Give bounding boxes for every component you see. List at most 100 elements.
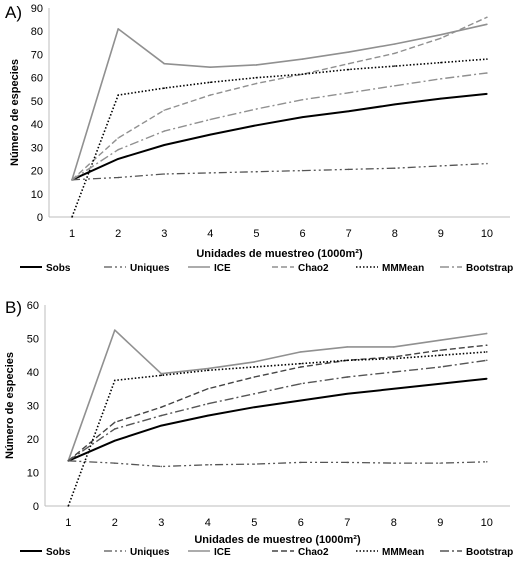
data-point-bootstrap bbox=[255, 108, 258, 110]
data-point-mmmean bbox=[163, 87, 166, 89]
data-point-chao2 bbox=[393, 52, 396, 55]
data-point-ice bbox=[439, 339, 442, 341]
legend-label-bootstrap: Bootstrap bbox=[466, 547, 513, 558]
legend-label-sobs: Sobs bbox=[46, 263, 71, 274]
data-point-sobs bbox=[255, 124, 258, 127]
y-axis-title: Número de especies bbox=[4, 352, 16, 459]
legend-label-sobs: Sobs bbox=[46, 547, 71, 558]
x-tick-label: 9 bbox=[438, 228, 444, 240]
data-point-mmmean bbox=[206, 369, 209, 372]
data-point-mmmean bbox=[485, 351, 488, 353]
x-axis-title: Unidades de muestreo (1000m²) bbox=[194, 534, 361, 546]
data-point-ice bbox=[346, 346, 349, 348]
data-point-uniques bbox=[440, 165, 442, 167]
data-point-ice bbox=[440, 33, 442, 36]
data-point-ice bbox=[209, 66, 212, 69]
x-tick-label: 8 bbox=[392, 228, 398, 240]
data-point-bootstrap bbox=[160, 414, 163, 417]
data-point-uniques bbox=[163, 173, 166, 175]
series-line-uniques bbox=[68, 460, 487, 468]
data-point-ice bbox=[393, 43, 396, 45]
data-point-bootstrap bbox=[393, 84, 396, 87]
data-point-mmmean bbox=[486, 58, 488, 60]
data-point-ice bbox=[117, 28, 119, 30]
legend-label-uniques: Uniques bbox=[130, 547, 170, 558]
legend-label-mmmean: MMMean bbox=[382, 263, 424, 274]
data-point-mmmean bbox=[299, 362, 302, 365]
data-point-uniques bbox=[486, 162, 488, 165]
data-point-mmmean bbox=[392, 357, 395, 360]
data-point-ice bbox=[299, 351, 302, 353]
panel-label: A) bbox=[5, 3, 22, 22]
data-point-chao2 bbox=[163, 109, 166, 111]
y-tick-label: 50 bbox=[27, 334, 39, 346]
data-point-mmmean bbox=[346, 359, 349, 362]
y-tick-label: 90 bbox=[31, 3, 43, 15]
data-point-uniques bbox=[209, 172, 212, 174]
data-point-uniques bbox=[392, 462, 395, 464]
panel-label: B) bbox=[5, 298, 22, 317]
data-point-mmmean bbox=[117, 94, 119, 96]
series-line-ice bbox=[67, 329, 487, 462]
data-point-bootstrap bbox=[206, 403, 209, 405]
data-point-ice bbox=[163, 62, 166, 65]
series-line-bootstrap bbox=[67, 359, 487, 462]
series-line-mmmean bbox=[71, 58, 487, 218]
data-point-ice bbox=[253, 361, 256, 363]
y-tick-label: 60 bbox=[27, 300, 39, 312]
data-point-mmmean bbox=[393, 65, 396, 67]
x-tick-label: 4 bbox=[205, 517, 211, 529]
data-point-sobs bbox=[393, 103, 396, 106]
y-tick-label: 20 bbox=[27, 434, 39, 446]
data-point-uniques bbox=[253, 463, 256, 465]
data-point-chao2 bbox=[117, 137, 119, 139]
data-point-chao2 bbox=[299, 366, 302, 368]
y-tick-label: 0 bbox=[37, 212, 43, 224]
data-point-chao2 bbox=[255, 82, 258, 85]
legend-label-uniques: Uniques bbox=[130, 263, 170, 274]
y-tick-label: 50 bbox=[31, 96, 43, 108]
data-point-sobs bbox=[347, 110, 350, 113]
data-point-chao2 bbox=[113, 421, 116, 424]
x-tick-label: 6 bbox=[299, 228, 305, 240]
data-point-sobs bbox=[117, 158, 119, 160]
series-line-sobs bbox=[67, 377, 487, 462]
data-point-mmmean bbox=[347, 68, 350, 71]
data-point-bootstrap bbox=[71, 179, 73, 181]
data-point-uniques bbox=[113, 462, 116, 464]
data-point-sobs bbox=[346, 392, 349, 395]
x-tick-label: 10 bbox=[481, 517, 493, 529]
data-point-mmmean bbox=[71, 216, 73, 218]
data-point-uniques bbox=[206, 463, 209, 466]
data-point-chao2 bbox=[486, 16, 488, 19]
data-point-uniques bbox=[346, 461, 349, 464]
data-point-sobs bbox=[113, 439, 116, 442]
x-tick-label: 10 bbox=[481, 228, 493, 240]
data-point-bootstrap bbox=[486, 72, 488, 74]
y-tick-label: 20 bbox=[31, 166, 43, 178]
data-point-chao2 bbox=[209, 94, 212, 96]
y-axis-title: Número de especies bbox=[9, 59, 21, 166]
data-point-uniques bbox=[485, 460, 488, 463]
data-point-uniques bbox=[255, 170, 258, 173]
data-point-sobs bbox=[253, 406, 256, 408]
data-point-mmmean bbox=[113, 379, 116, 382]
x-tick-label: 2 bbox=[115, 228, 121, 240]
data-point-chao2 bbox=[160, 406, 163, 408]
data-point-bootstrap bbox=[301, 98, 304, 101]
data-point-sobs bbox=[160, 424, 163, 427]
legend-label-ice: ICE bbox=[214, 547, 231, 558]
data-point-chao2 bbox=[347, 62, 350, 65]
data-point-mmmean bbox=[301, 73, 304, 75]
data-point-uniques bbox=[393, 167, 396, 170]
data-point-uniques bbox=[301, 169, 304, 172]
data-point-mmmean bbox=[67, 505, 70, 507]
data-point-sobs bbox=[299, 399, 302, 402]
x-tick-label: 9 bbox=[437, 517, 443, 529]
x-tick-label: 5 bbox=[251, 517, 257, 529]
data-point-uniques bbox=[160, 465, 163, 468]
series-line-uniques bbox=[71, 162, 487, 181]
x-tick-label: 7 bbox=[346, 228, 352, 240]
data-point-sobs bbox=[485, 377, 488, 380]
x-tick-label: 3 bbox=[158, 517, 164, 529]
